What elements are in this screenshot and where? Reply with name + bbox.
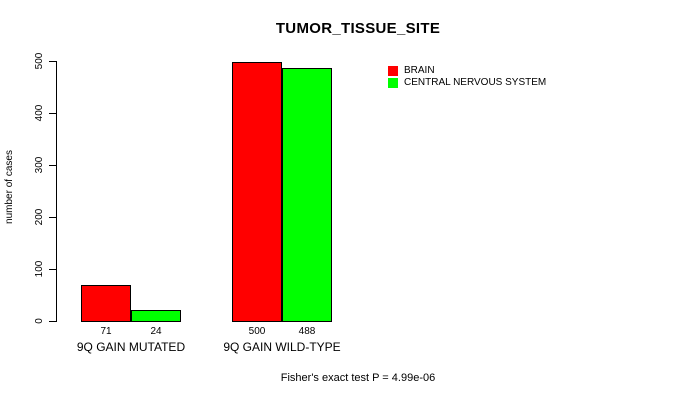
y-tick bbox=[49, 113, 56, 114]
bar-brain bbox=[81, 285, 131, 322]
y-axis-title: number of cases bbox=[4, 150, 15, 224]
category-label: 9Q GAIN WILD-TYPE bbox=[223, 340, 341, 354]
y-tick-label: 400 bbox=[34, 104, 45, 122]
y-tick bbox=[49, 61, 56, 62]
y-tick-label: 0 bbox=[34, 318, 45, 324]
bar-brain bbox=[232, 62, 282, 322]
bar-central-nervous-system bbox=[282, 68, 332, 322]
bar-value-label: 500 bbox=[248, 326, 266, 337]
legend-label: BRAIN bbox=[404, 65, 435, 76]
bar-central-nervous-system bbox=[131, 310, 181, 322]
y-tick-label: 100 bbox=[34, 260, 45, 278]
category-label: 9Q GAIN MUTATED bbox=[76, 340, 186, 354]
legend-item: CENTRAL NERVOUS SYSTEM bbox=[388, 77, 546, 89]
y-tick bbox=[49, 321, 56, 322]
chart-title: TUMOR_TISSUE_SITE bbox=[275, 20, 441, 37]
bar-value-label: 488 bbox=[298, 326, 316, 337]
y-tick bbox=[49, 217, 56, 218]
legend-swatch-icon bbox=[388, 66, 398, 76]
legend-swatch-icon bbox=[388, 78, 398, 88]
y-tick-label: 200 bbox=[34, 208, 45, 226]
y-tick-label: 300 bbox=[34, 156, 45, 174]
fisher-test-annotation: Fisher's exact test P = 4.99e-06 bbox=[280, 372, 436, 384]
bar-value-label: 71 bbox=[100, 326, 112, 337]
y-axis-line bbox=[56, 61, 57, 322]
bar-value-label: 24 bbox=[150, 326, 162, 337]
legend-item: BRAIN bbox=[388, 65, 546, 77]
legend: BRAIN CENTRAL NERVOUS SYSTEM bbox=[388, 65, 546, 89]
y-tick-label: 500 bbox=[34, 52, 45, 70]
y-tick bbox=[49, 165, 56, 166]
legend-label: CENTRAL NERVOUS SYSTEM bbox=[404, 77, 547, 88]
y-tick bbox=[49, 269, 56, 270]
